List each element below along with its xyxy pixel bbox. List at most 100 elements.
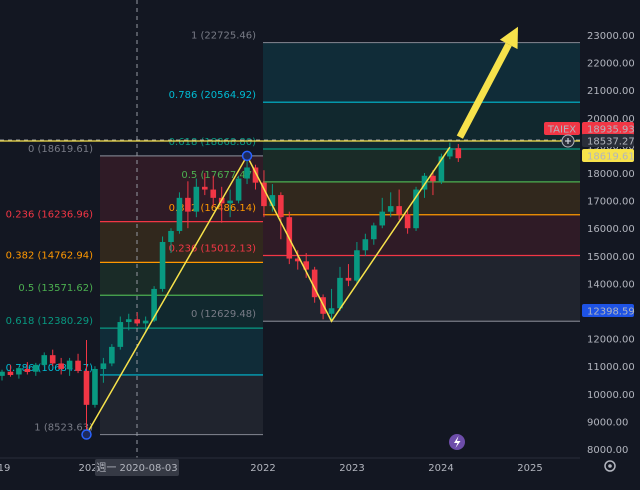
fib-right-level-label: 0.236 (15012.13) xyxy=(169,243,256,254)
candle-body[interactable] xyxy=(447,148,453,157)
zigzag-anchor-point[interactable] xyxy=(81,429,92,440)
time-tick-label: 2024 xyxy=(428,463,453,474)
price-tick-label: 9000.00 xyxy=(587,417,628,428)
candle-body[interactable] xyxy=(117,322,124,347)
candle-body[interactable] xyxy=(159,242,166,289)
candle-body[interactable] xyxy=(58,363,64,369)
candle-body[interactable] xyxy=(142,320,149,324)
candle-body[interactable] xyxy=(269,195,276,207)
candle-body[interactable] xyxy=(16,368,22,375)
fib-right-level-label: 0.618 (18868.80) xyxy=(169,137,256,148)
time-axis[interactable]: 19 202 2022 2023 2024 2025 xyxy=(0,463,543,474)
candle-body[interactable] xyxy=(438,156,445,182)
fib-left-level-label: 0 (18619.61) xyxy=(28,144,93,155)
candle-body[interactable] xyxy=(100,363,107,369)
zigzag-anchor-point[interactable] xyxy=(241,150,253,162)
candle-body[interactable] xyxy=(41,355,48,365)
candle-body[interactable] xyxy=(92,368,98,405)
candle-body[interactable] xyxy=(413,189,419,229)
candle-body[interactable] xyxy=(328,308,335,314)
candle-body[interactable] xyxy=(278,195,284,218)
candlesticks[interactable] xyxy=(0,142,462,435)
price-labels: 18935.93 TAIEX 18537.27 18619.61 12398.59 xyxy=(544,122,635,318)
candle-body[interactable] xyxy=(396,206,402,215)
fib-right-band xyxy=(263,255,580,322)
candle-body[interactable] xyxy=(66,360,73,369)
candle-body[interactable] xyxy=(125,319,132,323)
candle-body[interactable] xyxy=(151,288,157,321)
candle-body[interactable] xyxy=(421,175,428,190)
crosshair-date-badge xyxy=(95,459,179,476)
fib-left-band xyxy=(100,262,263,296)
candle-body[interactable] xyxy=(371,225,377,240)
candle-body[interactable] xyxy=(176,197,183,231)
price-tick-label: 20000.00 xyxy=(587,114,635,125)
fib-left-level-label: 0.236 (16236.96) xyxy=(6,210,93,221)
candle-body[interactable] xyxy=(345,277,352,281)
price-label-badge xyxy=(582,122,634,135)
price-label-value: 18619.61 xyxy=(587,152,635,163)
candle-body[interactable] xyxy=(168,230,174,242)
price-tick-label: 16000.00 xyxy=(587,224,635,235)
candle-body[interactable] xyxy=(24,368,31,372)
candle-body[interactable] xyxy=(109,346,115,364)
candle-body[interactable] xyxy=(227,200,233,204)
price-axis-panel[interactable] xyxy=(580,0,640,460)
candle-body[interactable] xyxy=(455,148,462,159)
candle-body[interactable] xyxy=(362,239,369,251)
fib-left-band xyxy=(100,374,263,435)
candle-body[interactable] xyxy=(261,182,267,207)
candle-body[interactable] xyxy=(404,214,411,229)
candle-body[interactable] xyxy=(193,186,200,212)
price-tick-label: 18000.00 xyxy=(587,169,635,180)
crosshair-date-label: 週一 2020-08-03 xyxy=(96,462,177,474)
candle-body[interactable] xyxy=(33,364,39,372)
candle-body[interactable] xyxy=(75,360,81,371)
fib-right-level-label: 0 (12629.48) xyxy=(191,309,256,320)
price-tick-label: 8000.00 xyxy=(587,445,628,456)
candle-body[interactable] xyxy=(202,186,208,190)
candle-body[interactable] xyxy=(294,258,301,262)
price-label-value: 18935.93 xyxy=(587,125,635,136)
fib-left-band xyxy=(100,295,263,329)
candle-body[interactable] xyxy=(252,167,259,183)
candle-body[interactable] xyxy=(83,370,90,405)
arrow-head[interactable] xyxy=(499,26,518,50)
arrow-shaft[interactable] xyxy=(456,42,512,139)
fib-right-band xyxy=(263,181,580,215)
zigzag-pattern[interactable] xyxy=(81,146,451,440)
fib-right-level-label: 0.382 (16486.14) xyxy=(169,203,256,214)
candle-body[interactable] xyxy=(387,206,394,212)
price-label-badge xyxy=(582,149,634,162)
price-tick-label: 10000.00 xyxy=(587,390,635,401)
candle-body[interactable] xyxy=(244,167,250,179)
candle-body[interactable] xyxy=(134,319,140,324)
candle-body[interactable] xyxy=(430,175,436,182)
gear-icon[interactable] xyxy=(604,460,616,472)
zigzag-line[interactable] xyxy=(85,146,451,435)
candle-body[interactable] xyxy=(311,269,318,298)
candle-body[interactable] xyxy=(7,371,14,376)
price-tick-label: 22000.00 xyxy=(587,59,635,70)
candle-body[interactable] xyxy=(354,250,360,281)
candle-body[interactable] xyxy=(210,189,217,198)
candle-body[interactable] xyxy=(379,211,386,226)
plus-icon[interactable] xyxy=(561,134,575,148)
fib-right-band xyxy=(263,42,580,103)
candle-body[interactable] xyxy=(303,261,309,270)
fib-right-band xyxy=(263,102,580,150)
fib-left-level-label: 1 (8523.63) xyxy=(34,423,93,434)
fib-right-level-label: 0.786 (20564.92) xyxy=(169,90,256,101)
time-tick-label: 2025 xyxy=(517,463,542,474)
candle-body[interactable] xyxy=(235,178,242,201)
candle-body[interactable] xyxy=(185,197,191,212)
candle-body[interactable] xyxy=(0,371,5,376)
fib-right-band xyxy=(263,214,580,256)
candle-body[interactable] xyxy=(337,277,343,309)
projection-arrow[interactable] xyxy=(456,26,518,139)
candle-body[interactable] xyxy=(49,355,56,364)
lightning-icon[interactable] xyxy=(449,434,465,450)
time-tick-label: 2022 xyxy=(250,463,275,474)
time-tick-label: 19 xyxy=(0,463,10,474)
